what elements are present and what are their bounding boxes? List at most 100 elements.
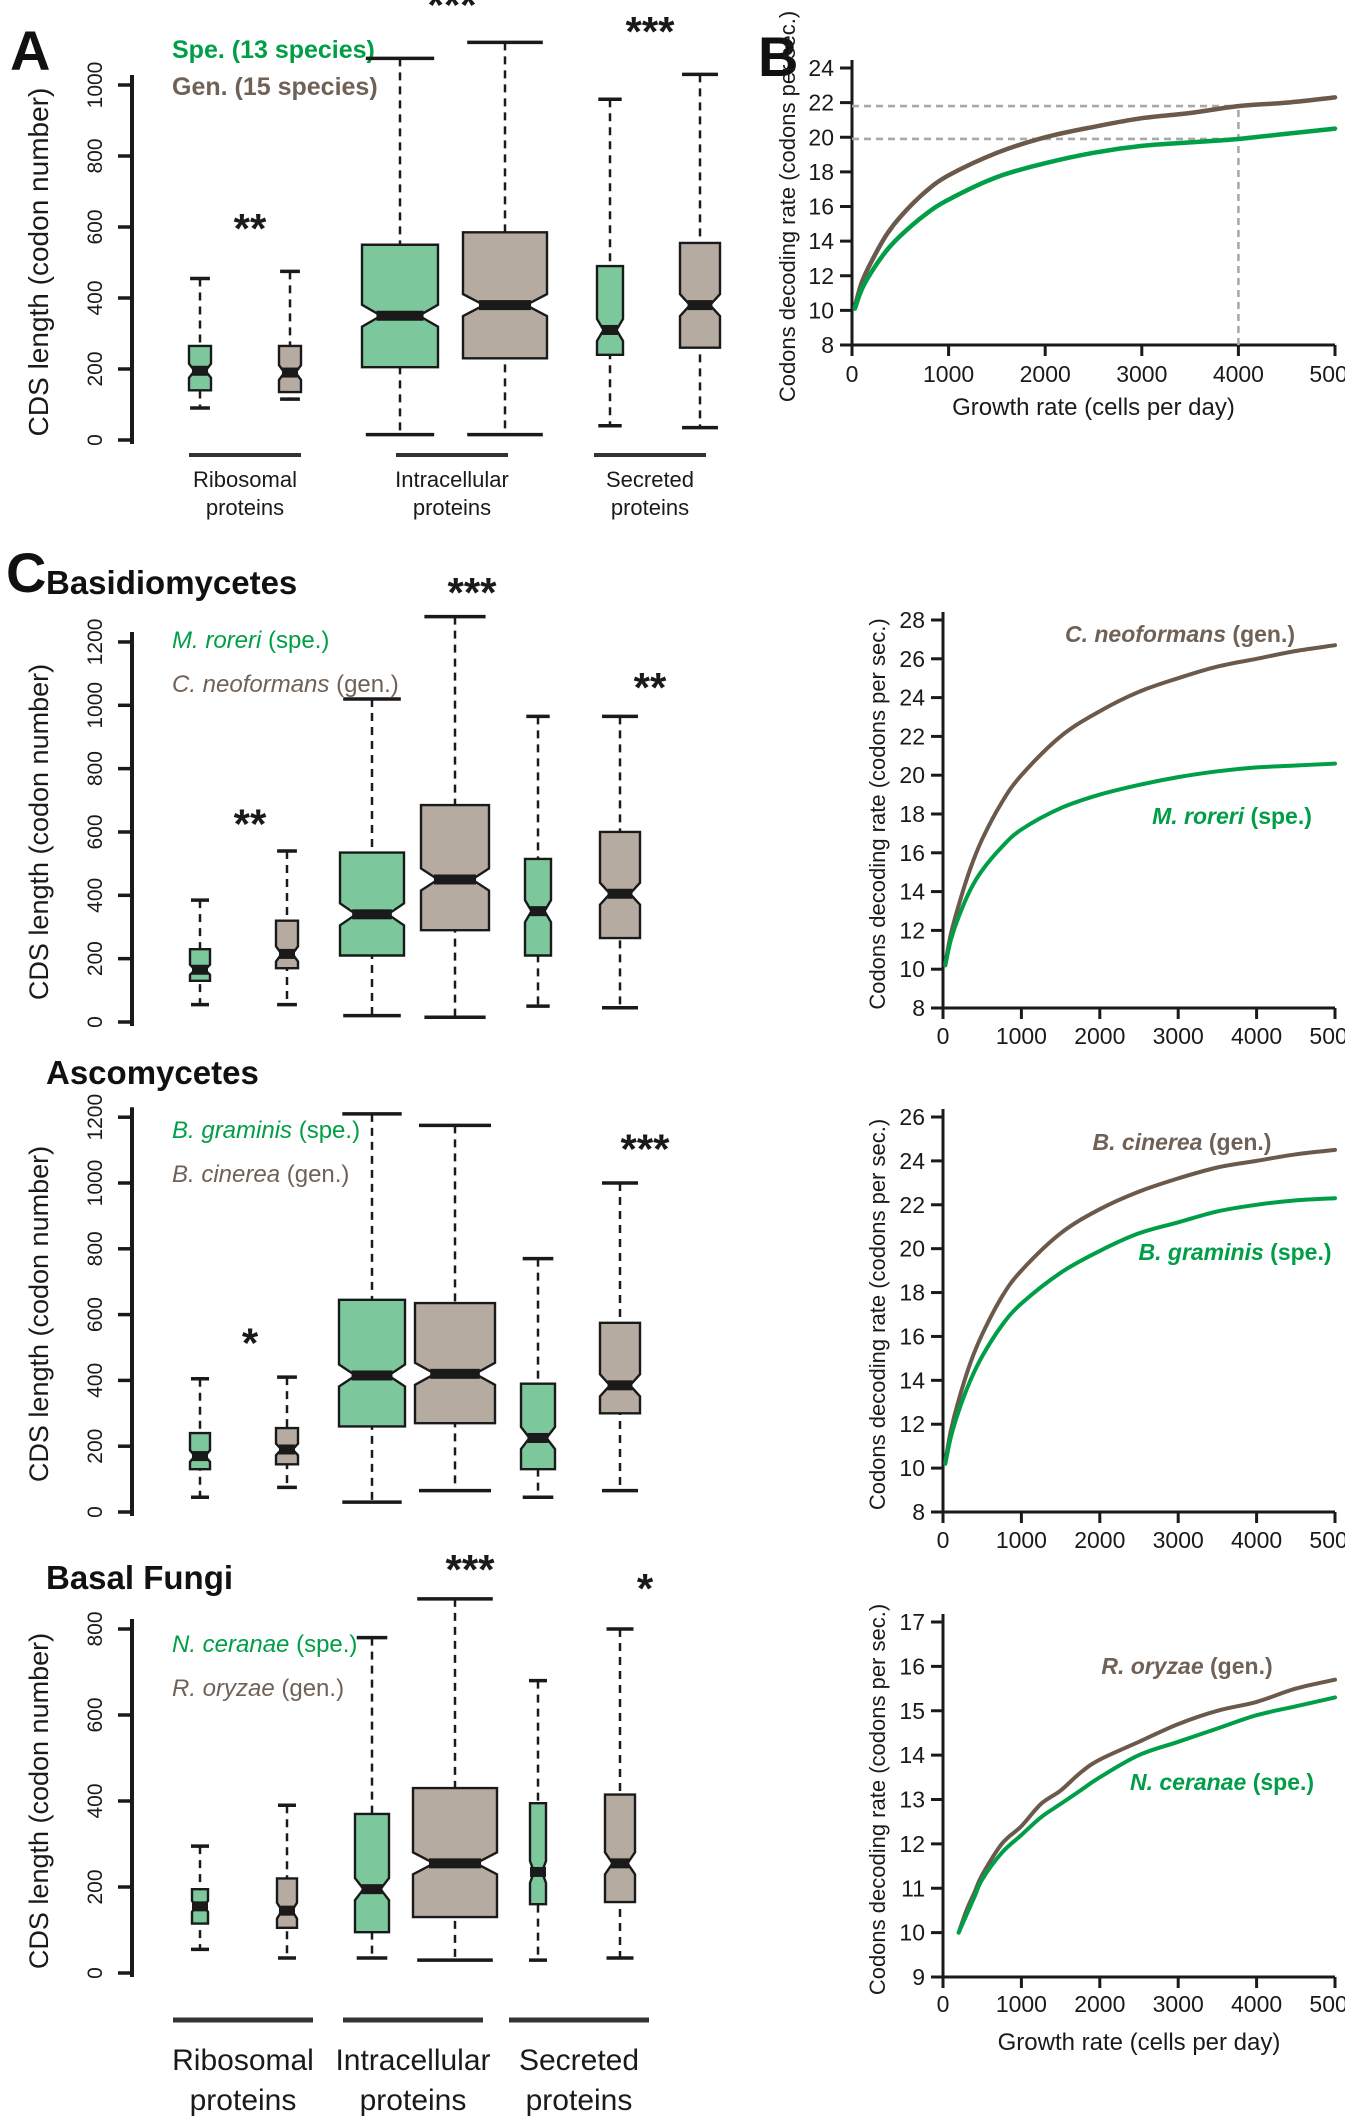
x-tick-label: 3000: [1153, 1991, 1204, 2017]
box-spe-group0: [188, 1377, 212, 1499]
y-tick-label: 400: [84, 280, 107, 315]
x-tick-label: 0: [937, 1023, 950, 1049]
legend-item: C. neoformans (gen.): [172, 671, 399, 698]
y-tick-label: 12: [899, 917, 925, 943]
curve-label-species: M. roreri: [1152, 803, 1245, 829]
y-tick-label: 1200: [84, 1094, 107, 1141]
curve-label-suffix: (gen.): [1202, 1129, 1271, 1155]
y-tick-label: 0: [84, 1967, 107, 1979]
y-tick-label: 14: [899, 1742, 925, 1768]
section-title-ascomycetes: Ascomycetes: [46, 1054, 259, 1091]
chart-C2-boxplot: 0 200 400 600 800 1000 1200 CDS length (codon n…: [24, 1094, 670, 1518]
significance-stars: ***: [620, 1125, 670, 1172]
box-gen-group0: [275, 1803, 299, 1960]
curve-label-species: B. cinerea: [1093, 1129, 1203, 1155]
box-spe-group1: [360, 56, 440, 437]
median-bar: [527, 1432, 549, 1443]
legend-suffix: (spe.): [261, 627, 329, 654]
curve-label-suffix: (gen.): [1226, 621, 1295, 647]
box-spe-group2: [519, 1256, 557, 1499]
curve-label-species: C. neoformans: [1065, 621, 1226, 647]
curve-spe: [852, 126, 1338, 311]
category-label: proteins: [526, 2084, 633, 2117]
box: [603, 1793, 637, 1904]
category-label: proteins: [611, 495, 689, 520]
legend-item: R. oryzae (gen.): [172, 1675, 344, 1702]
y-tick-label: 0: [84, 434, 107, 446]
curve-spe: [943, 1196, 1337, 1466]
median-bar: [687, 300, 713, 311]
curve-label-suffix: (gen.): [1204, 1653, 1273, 1679]
box: [337, 1298, 407, 1428]
x-tick-label: 4000: [1231, 1527, 1282, 1553]
y-tick-label: 11: [901, 1875, 925, 1901]
y-tick-label: 10: [899, 956, 925, 982]
significance-stars: ***: [427, 0, 477, 28]
x-tick-label: 2000: [1074, 1527, 1125, 1553]
median-bar: [279, 1905, 295, 1916]
y-tick-label: 800: [84, 1231, 107, 1266]
box: [274, 919, 300, 970]
x-tick-label: 0: [937, 1527, 950, 1553]
category-label: Ribosomal: [193, 467, 297, 492]
chart-C2L-line: 8 10 12 14 16 18 20 22 24 26 0 1000 2000 3000 4000 5000…: [865, 1104, 1345, 1553]
significance-stars: ***: [447, 569, 497, 616]
y-tick-label: 1000: [84, 682, 107, 729]
y-axis-title: Codons decoding rate (codons per sec.): [865, 1604, 890, 1995]
median-bar: [529, 906, 547, 917]
x-tick-label: 0: [846, 361, 859, 387]
y-tick-label: 9: [912, 1964, 925, 1990]
y-tick-label: 800: [84, 751, 107, 786]
category-label: Intracellular: [395, 467, 509, 492]
y-tick-label: 22: [899, 1192, 925, 1218]
category-label: proteins: [413, 495, 491, 520]
box: [275, 1877, 299, 1930]
y-tick-label: 0: [84, 1016, 107, 1028]
chart-C3-boxplot: 0 200 400 600 800 CDS length (codon number) N.…: [24, 1546, 654, 2117]
y-tick-label: 24: [899, 1148, 925, 1174]
chart-B-line: 8 10 12 14 16 18 20 22 24 0 1000 2000 3000 4000 5000 Co…: [775, 11, 1345, 421]
curve-label: N. ceranae (spe.): [1130, 1769, 1314, 1795]
x-tick-label: 5000: [1309, 1991, 1345, 2017]
y-axis-title: Codons decoding rate (codons per sec.): [865, 618, 890, 1009]
panel-c-label: C: [6, 541, 46, 604]
box-gen-group1: [413, 1123, 497, 1493]
chart-A-boxplot: 0 200 400 600 800 1000 CDS length (codon numbe…: [23, 0, 722, 520]
box: [598, 830, 642, 940]
box: [519, 1382, 557, 1471]
curve-label-suffix: (spe.): [1246, 1769, 1314, 1795]
y-tick-label: 600: [84, 814, 107, 849]
y-tick-label: 24: [808, 55, 834, 81]
box-spe-group0: [187, 276, 213, 410]
box: [528, 1801, 548, 1906]
box-spe-group0: [190, 1844, 210, 1952]
y-tick-label: 16: [808, 194, 834, 220]
y-tick-label: 12: [899, 1831, 925, 1857]
legend-species: B. graminis: [172, 1117, 292, 1144]
y-axis-title: CDS length (codon number): [24, 1146, 54, 1482]
y-tick-label: 1000: [84, 62, 107, 109]
box-gen-group1: [411, 1597, 499, 1962]
curve-spe: [956, 1695, 1337, 1935]
curve-label-species: R. oryzae: [1101, 1653, 1203, 1679]
y-tick-label: 200: [84, 1869, 107, 1904]
legend-suffix: (gen.): [275, 1675, 344, 1702]
legend-item: Gen. (15 species): [172, 73, 378, 101]
y-tick-label: 28: [899, 607, 925, 633]
y-tick-label: 10: [808, 297, 834, 323]
section-title-basal-fungi: Basal Fungi: [46, 1559, 233, 1596]
box-gen-group1: [419, 614, 491, 1019]
x-tick-label: 3000: [1153, 1527, 1204, 1553]
median-bar: [607, 888, 633, 899]
y-tick-label: 16: [899, 1653, 925, 1679]
y-tick-label: 22: [808, 90, 834, 116]
median-bar: [433, 874, 477, 885]
curve-label-species: N. ceranae: [1130, 1769, 1247, 1795]
median-bar: [351, 1370, 393, 1381]
box: [419, 803, 491, 932]
panel-b-label: B: [758, 25, 798, 88]
median-bar: [279, 1444, 295, 1455]
y-tick-label: 12: [899, 1411, 925, 1437]
x-tick-label: 4000: [1231, 1991, 1282, 2017]
